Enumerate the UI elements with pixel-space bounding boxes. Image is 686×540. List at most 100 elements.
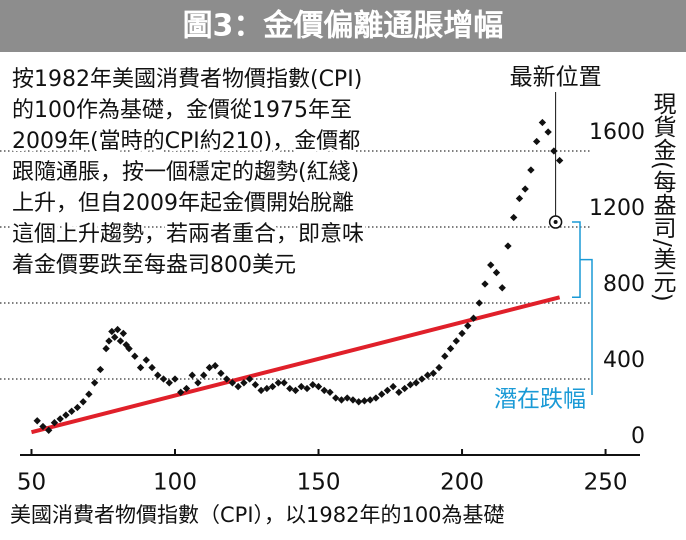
point <box>105 337 113 345</box>
point <box>33 417 41 425</box>
point <box>337 396 346 404</box>
chart-title: 圖3：金價偏離通脹增幅 <box>183 9 504 44</box>
point <box>406 381 415 389</box>
x-axis-label: 美國消費者物價指數（CPI），以1982年的100為基礎 <box>10 503 505 527</box>
point <box>286 384 294 393</box>
note-line: 這個上升趨勢，若兩者重合，即意味 <box>12 222 364 247</box>
point <box>538 118 547 127</box>
gap-connector <box>580 258 593 395</box>
point <box>510 213 518 222</box>
point <box>165 379 173 387</box>
point <box>532 137 541 146</box>
point <box>527 166 535 174</box>
point <box>257 386 265 395</box>
x-tick-label: 150 <box>297 470 341 496</box>
x-tick-label: 250 <box>584 470 628 496</box>
point <box>389 382 397 391</box>
point <box>62 411 70 419</box>
title-bar <box>0 0 686 52</box>
note-line: 的100作為基礎，金價從1975年至 <box>12 98 352 123</box>
point <box>274 379 283 387</box>
y-axis-label: 現貨金(每盎司/美元) <box>649 92 677 302</box>
note: 按1982年美國消費者物價指數(CPI) 的100作為基礎，金價從1975年至 20… <box>9 64 367 281</box>
point <box>73 403 82 412</box>
point <box>383 386 392 395</box>
point <box>481 280 489 288</box>
point <box>113 325 122 334</box>
point <box>148 363 156 372</box>
point <box>332 394 340 402</box>
point <box>182 384 191 393</box>
point <box>372 394 380 402</box>
grid: 0 400 800 1200 1600 50 100 150 200 250 <box>0 120 645 496</box>
point <box>159 375 168 383</box>
point <box>446 344 455 353</box>
point <box>550 147 558 155</box>
point <box>50 419 59 427</box>
point <box>171 375 179 383</box>
point <box>280 379 288 387</box>
point <box>251 381 260 389</box>
point <box>458 329 466 338</box>
point <box>521 185 529 193</box>
point <box>366 396 374 404</box>
point <box>56 415 64 423</box>
y-tick-label: 1600 <box>589 120 645 145</box>
point <box>498 284 506 292</box>
gap-bracket <box>572 221 581 299</box>
note-line: 2009年(當時的CPI約210)，金價都 <box>12 129 360 154</box>
point <box>452 337 460 345</box>
point <box>377 390 386 398</box>
point <box>111 333 119 341</box>
point <box>222 375 231 383</box>
point <box>303 384 311 393</box>
point <box>90 379 99 387</box>
x-tick-label: 50 <box>17 470 46 496</box>
note-line: 跟隨通脹，按一個穩定的趨勢(紅綫) <box>12 160 359 185</box>
point <box>245 375 254 383</box>
point <box>320 386 328 395</box>
point <box>116 337 125 345</box>
point <box>412 379 420 387</box>
point <box>418 375 426 383</box>
point <box>475 299 483 307</box>
point <box>314 382 323 391</box>
point <box>291 386 300 395</box>
y-tick-label: 0 <box>631 424 645 449</box>
point <box>234 382 242 391</box>
point <box>142 356 150 364</box>
point <box>469 314 478 322</box>
point <box>515 194 524 203</box>
point <box>297 382 305 391</box>
point <box>240 379 248 387</box>
point <box>429 369 438 377</box>
point <box>177 388 185 396</box>
point <box>360 397 369 405</box>
point <box>400 384 409 393</box>
point <box>435 363 443 372</box>
point <box>154 371 162 379</box>
point <box>96 365 105 374</box>
point <box>39 422 47 431</box>
point <box>85 390 93 398</box>
point <box>200 371 208 379</box>
point <box>349 396 357 404</box>
point <box>108 327 116 336</box>
x-tick-label: 200 <box>440 470 484 496</box>
point <box>119 329 128 338</box>
point <box>136 363 145 372</box>
point <box>343 394 351 402</box>
point <box>487 261 495 269</box>
point <box>555 156 564 165</box>
point <box>131 352 139 360</box>
point <box>205 363 214 372</box>
point <box>441 352 449 360</box>
point <box>423 371 432 379</box>
point <box>464 322 472 330</box>
point <box>355 398 363 406</box>
latest-label: 最新位置 <box>510 65 602 91</box>
point <box>326 388 334 396</box>
point <box>504 242 512 250</box>
point <box>194 379 202 387</box>
point <box>217 369 225 377</box>
